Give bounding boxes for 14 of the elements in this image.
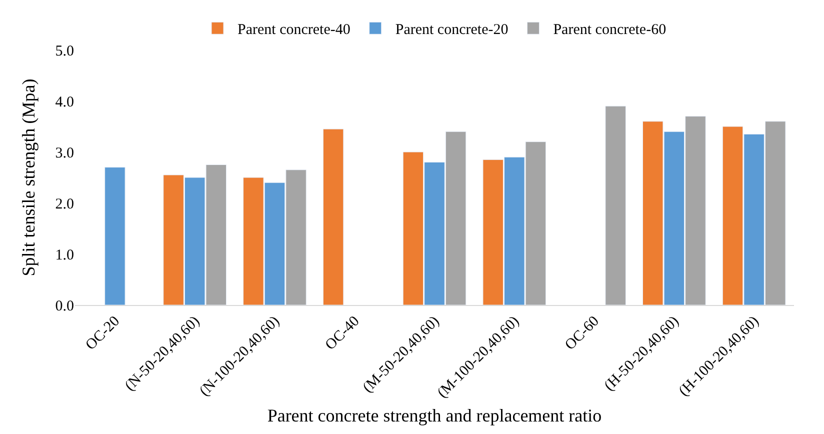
- y-axis-title: Split tensile strength (Mpa): [18, 78, 38, 276]
- bar: [104, 167, 126, 305]
- legend-label: Parent concrete-60: [553, 22, 666, 38]
- legend-label: Parent concrete-40: [238, 22, 350, 38]
- y-tick-label: 1.0: [55, 247, 74, 264]
- y-tick-label: 2.0: [55, 196, 74, 212]
- y-tick-label: 5.0: [55, 43, 74, 60]
- y-tick-label: 4.0: [55, 94, 74, 110]
- legend-label: Parent concrete-20: [395, 22, 508, 38]
- x-axis-title: Parent concrete strength and replacement ratio: [267, 405, 602, 426]
- y-tick-label: 0.0: [55, 298, 74, 314]
- bar: [322, 128, 344, 305]
- bar: [605, 106, 626, 305]
- y-tick-label: 3.0: [55, 145, 74, 162]
